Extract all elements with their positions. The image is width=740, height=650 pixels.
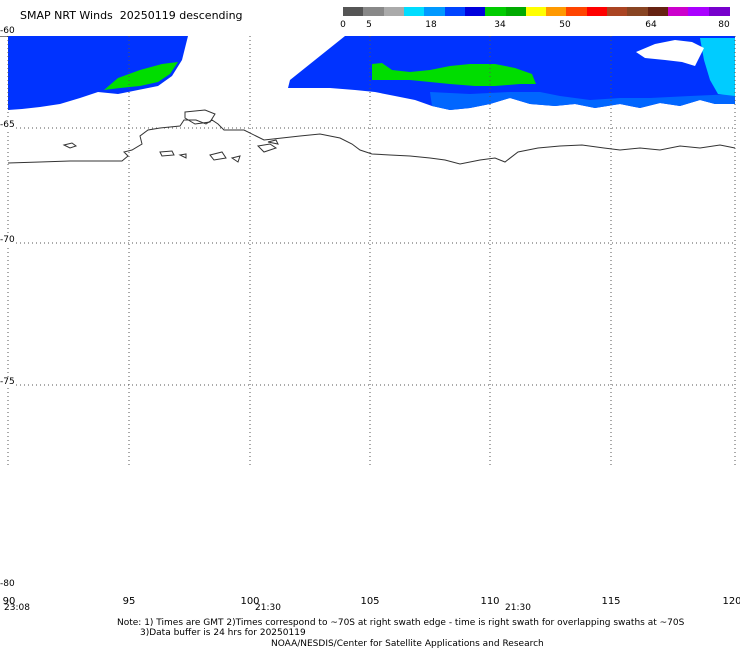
- lat-label-80: -80: [0, 579, 16, 589]
- colorbar-segment: [586, 7, 608, 16]
- colorbar-label-80: 80: [718, 20, 730, 30]
- note-line-3: NOAA/NESDIS/Center for Satellite Applica…: [271, 639, 544, 649]
- colorbar-segment: [363, 7, 385, 16]
- colorbar-segment: [668, 7, 689, 16]
- swath-time-left: 23:08: [4, 603, 30, 613]
- colorbar-segment: [688, 7, 710, 16]
- colorbar-segment: [627, 7, 649, 16]
- colorbar-label-18: 18: [425, 20, 437, 30]
- lat-label-60: -60: [0, 26, 16, 36]
- colorbar-segment: [485, 7, 507, 16]
- colorbar-segment: [525, 7, 547, 16]
- lat-label-65: -65: [0, 120, 16, 130]
- right-high-wind-band: [372, 63, 536, 86]
- colorbar-label-64: 64: [645, 20, 657, 30]
- colorbar-segment: [647, 7, 669, 16]
- colorbar-segment: [546, 7, 568, 16]
- lon-label-120: 120: [722, 596, 740, 607]
- lon-label-110: 110: [480, 596, 500, 607]
- lon-label-100: 100: [240, 596, 260, 607]
- colorbar-label-50: 50: [559, 20, 571, 30]
- colorbar-label-0: 0: [340, 20, 346, 30]
- colorbar-segment: [607, 7, 628, 16]
- lon-label-115: 115: [601, 596, 621, 607]
- left-wind-swath: [8, 36, 188, 110]
- note-line-2: 3)Data buffer is 24 hrs for 20250119: [140, 628, 306, 638]
- lon-label-105: 105: [360, 596, 380, 607]
- swath-time-right: 21:30: [505, 603, 531, 613]
- colorbar-segment: [343, 7, 364, 16]
- note-line-1: Note: 1) Times are GMT 2)Times correspon…: [117, 618, 685, 628]
- colorbar-segment: [383, 7, 405, 16]
- antarctic-coastline: [7, 109, 736, 165]
- lon-label-90: 90: [2, 596, 16, 607]
- colorbar-segment: [708, 7, 730, 16]
- right-swath-lighter-band: [430, 92, 735, 110]
- colorbar-segment: [566, 7, 588, 16]
- colorbar-segment: [505, 7, 527, 16]
- lat-label-70: -70: [0, 235, 16, 245]
- colorbar-label-5: 5: [366, 20, 372, 30]
- colorbar-segment: [403, 7, 425, 16]
- lat-label-75: -75: [0, 377, 16, 387]
- left-high-wind-patch: [104, 62, 178, 90]
- colorbar-segment: [424, 7, 446, 16]
- colorbar-segment: [464, 7, 486, 16]
- right-swath-edge: [700, 38, 735, 96]
- map-title: SMAP NRT Winds 20250119 descending: [20, 9, 243, 22]
- swath-time-middle: 21:30: [255, 603, 281, 613]
- right-no-data-gap: [636, 40, 704, 66]
- lon-label-95: 95: [122, 596, 136, 607]
- colorbar-segment: [444, 7, 466, 16]
- colorbar-label-34: 34: [494, 20, 506, 30]
